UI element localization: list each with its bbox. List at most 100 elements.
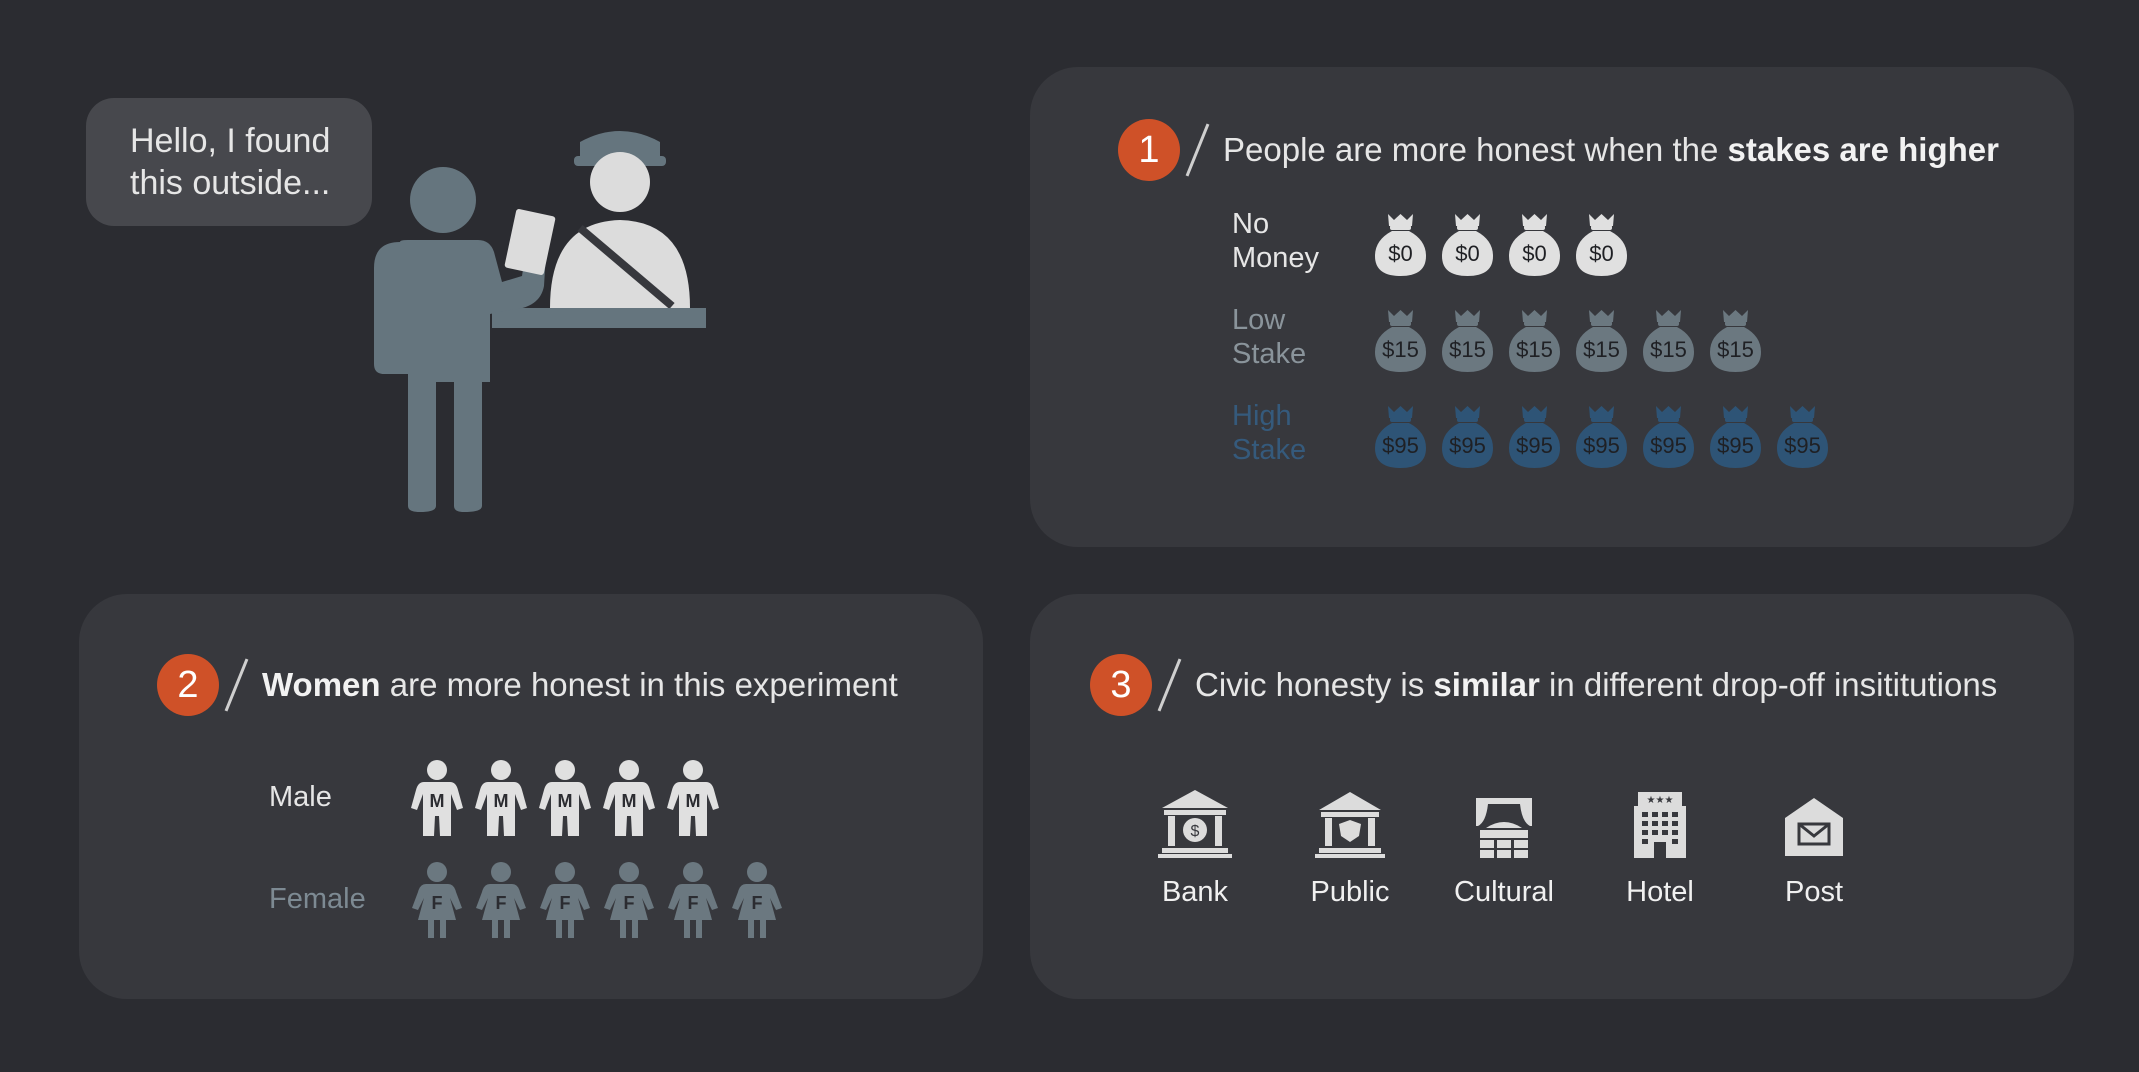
money-bag-icon: $95 (1372, 402, 1429, 470)
money-amount-label: $95 (1784, 433, 1821, 458)
money-bag-icon: $15 (1573, 306, 1630, 374)
gender-letter: M (621, 791, 637, 811)
institution-cultural: Cultural (1444, 786, 1564, 909)
gender-panel: 2 Women are more honest in this experime… (79, 594, 983, 999)
female-person-icon: F (602, 862, 656, 940)
speech-line-1: Hello, I found (130, 122, 331, 160)
institution-public: Public (1290, 786, 1410, 909)
divider-slash (1185, 123, 1210, 177)
gender-letter: M (493, 791, 509, 811)
female-person-icon: F (410, 862, 464, 940)
stake-label-line-2: Money (1232, 242, 1320, 274)
money-bag-icon: $95 (1439, 402, 1496, 470)
hotel-icon: ★★★ (1600, 786, 1720, 858)
institution-label: Bank (1161, 876, 1229, 908)
institution-label: Public (1310, 876, 1390, 908)
gender-row-label: Female (269, 883, 366, 915)
mail-icon (1754, 786, 1874, 858)
gender-row-label: Male (269, 781, 332, 813)
svg-text:$: $ (1191, 823, 1200, 840)
gender-heading: 2 Women are more honest in this experime… (157, 654, 898, 716)
institutions-heading-text: Civic honesty is similar in different dr… (1195, 666, 1997, 704)
money-bag-row: $0 $0 $0 $0 (1372, 210, 1630, 278)
divider-slash (1157, 658, 1182, 712)
step-number-badge: 1 (1118, 119, 1180, 181)
money-bag-icon: $0 (1573, 210, 1630, 278)
female-person-icon: F (474, 862, 528, 940)
gender-letter: F (623, 893, 635, 913)
money-amount-label: $15 (1382, 337, 1419, 362)
money-bag-icon: $15 (1439, 306, 1496, 374)
money-bag-row: $15 $15 $15 $15 $15 $15 (1372, 306, 1764, 374)
stake-label-line-1: No (1232, 208, 1270, 240)
money-amount-label: $15 (1583, 337, 1620, 362)
institution-bank: $ Bank (1135, 786, 1255, 909)
institutions-heading: 3 Civic honesty is similar in different … (1090, 654, 1997, 716)
money-amount-label: $95 (1650, 433, 1687, 458)
male-person-icon: M (602, 760, 656, 838)
gender-letter: M (429, 791, 445, 811)
stake-label-line-1: High (1232, 400, 1292, 432)
heading-text: People are more honest when the (1223, 131, 1728, 168)
male-person-icon: M (410, 760, 464, 838)
divider-slash (224, 658, 249, 712)
public-building-icon (1290, 786, 1410, 858)
female-person-icon: F (538, 862, 592, 940)
gender-letter: M (557, 791, 573, 811)
male-person-icon: M (474, 760, 528, 838)
money-amount-label: $95 (1382, 433, 1419, 458)
stake-row-label: Low Stake (1232, 303, 1362, 371)
stakes-heading-text: People are more honest when the stakes a… (1223, 131, 1999, 169)
step-number-badge: 3 (1090, 654, 1152, 716)
stake-label-line-2: Stake (1232, 338, 1307, 370)
money-bag-icon: $15 (1372, 306, 1429, 374)
heading-emphasis: similar (1433, 666, 1540, 703)
money-amount-label: $95 (1449, 433, 1486, 458)
bank-icon: $ (1135, 786, 1255, 858)
money-bag-row: $95 $95 $95 $95 $95 $95 $95 (1372, 402, 1831, 470)
institutions-panel: 3 Civic honesty is similar in different … (1030, 594, 2074, 999)
stakes-heading: 1 People are more honest when the stakes… (1118, 119, 1999, 181)
heading-text: are more honest in this experiment (380, 666, 898, 703)
stake-row-label: No Money (1232, 207, 1362, 275)
money-bag-icon: $0 (1372, 210, 1429, 278)
money-amount-label: $0 (1589, 241, 1614, 266)
money-bag-icon: $15 (1707, 306, 1764, 374)
money-bag-icon: $95 (1640, 402, 1697, 470)
gender-letter: M (685, 791, 701, 811)
money-bag-icon: $0 (1506, 210, 1563, 278)
money-amount-label: $95 (1717, 433, 1754, 458)
money-bag-icon: $95 (1774, 402, 1831, 470)
speech-line-2: this outside... (130, 164, 331, 202)
money-amount-label: $15 (1449, 337, 1486, 362)
money-bag-icon: $95 (1573, 402, 1630, 470)
institution-label: Hotel (1626, 876, 1694, 908)
speech-bubble: Hello, I found this outside... (86, 98, 372, 226)
money-amount-label: $0 (1522, 241, 1547, 266)
institution-hotel: ★★★ Hotel (1600, 786, 1720, 909)
stake-label-line-1: Low (1232, 304, 1286, 336)
handover-illustration (360, 120, 720, 525)
money-bag-icon: $15 (1640, 306, 1697, 374)
male-person-icon: M (538, 760, 592, 838)
stake-label-line-2: Stake (1232, 434, 1307, 466)
male-person-icon: M (666, 760, 720, 838)
gender-letter: F (559, 893, 571, 913)
step-number-badge: 2 (157, 654, 219, 716)
heading-text-end: in different drop-off insititutions (1539, 666, 1998, 703)
money-amount-label: $95 (1516, 433, 1553, 458)
svg-text:★★★: ★★★ (1647, 795, 1674, 806)
gender-letter: F (751, 893, 763, 913)
gender-letter: F (687, 893, 699, 913)
institution-label: Post (1784, 876, 1844, 908)
stakes-panel: 1 People are more honest when the stakes… (1030, 67, 2074, 547)
money-amount-label: $0 (1388, 241, 1413, 266)
money-bag-icon: $15 (1506, 306, 1563, 374)
gender-letter: F (431, 893, 443, 913)
money-bag-icon: $95 (1506, 402, 1563, 470)
money-bag-icon: $95 (1707, 402, 1764, 470)
gender-letter: F (495, 893, 507, 913)
female-person-icon: F (666, 862, 720, 940)
